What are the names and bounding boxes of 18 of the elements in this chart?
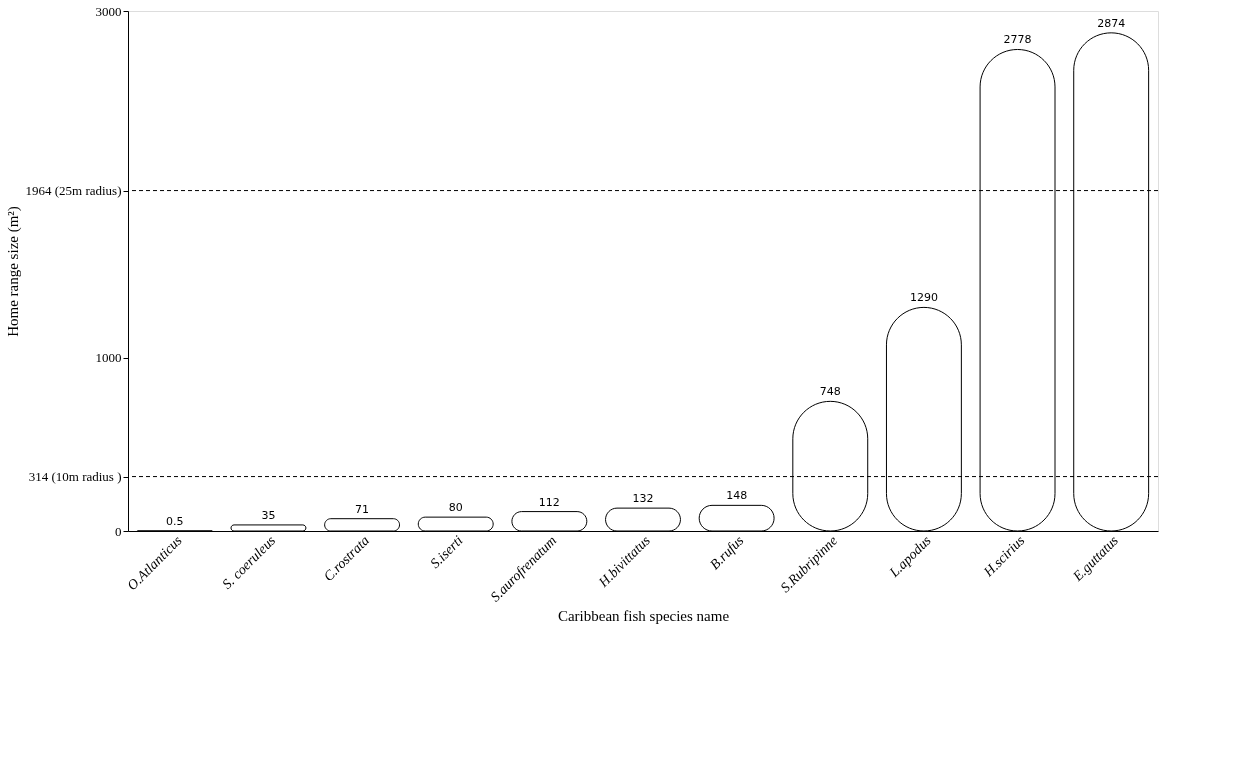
data-label: 0.5 <box>166 514 184 528</box>
y-axis-title: Home range size (m²) <box>5 206 23 337</box>
y-tick-label: 1964 (25m radius) <box>25 183 122 199</box>
data-label: 71 <box>355 502 370 516</box>
x-axis-title: Caribbean fish species name <box>557 607 730 624</box>
y-tick-label: 314 (10m radius ) <box>28 469 122 485</box>
y-tick-label: 0 <box>115 523 122 539</box>
data-label: 1290 <box>909 291 938 305</box>
data-label: 132 <box>632 492 654 506</box>
y-tick-label: 1000 <box>95 350 122 366</box>
data-label: 35 <box>261 508 276 522</box>
data-label: 2874 <box>1097 16 1126 30</box>
data-label: 148 <box>726 489 748 503</box>
y-tick-label: 3000 <box>95 3 122 19</box>
data-label: 2778 <box>1003 33 1032 47</box>
data-label: 80 <box>448 501 463 515</box>
data-label: 112 <box>538 495 560 509</box>
data-label: 748 <box>819 385 841 399</box>
